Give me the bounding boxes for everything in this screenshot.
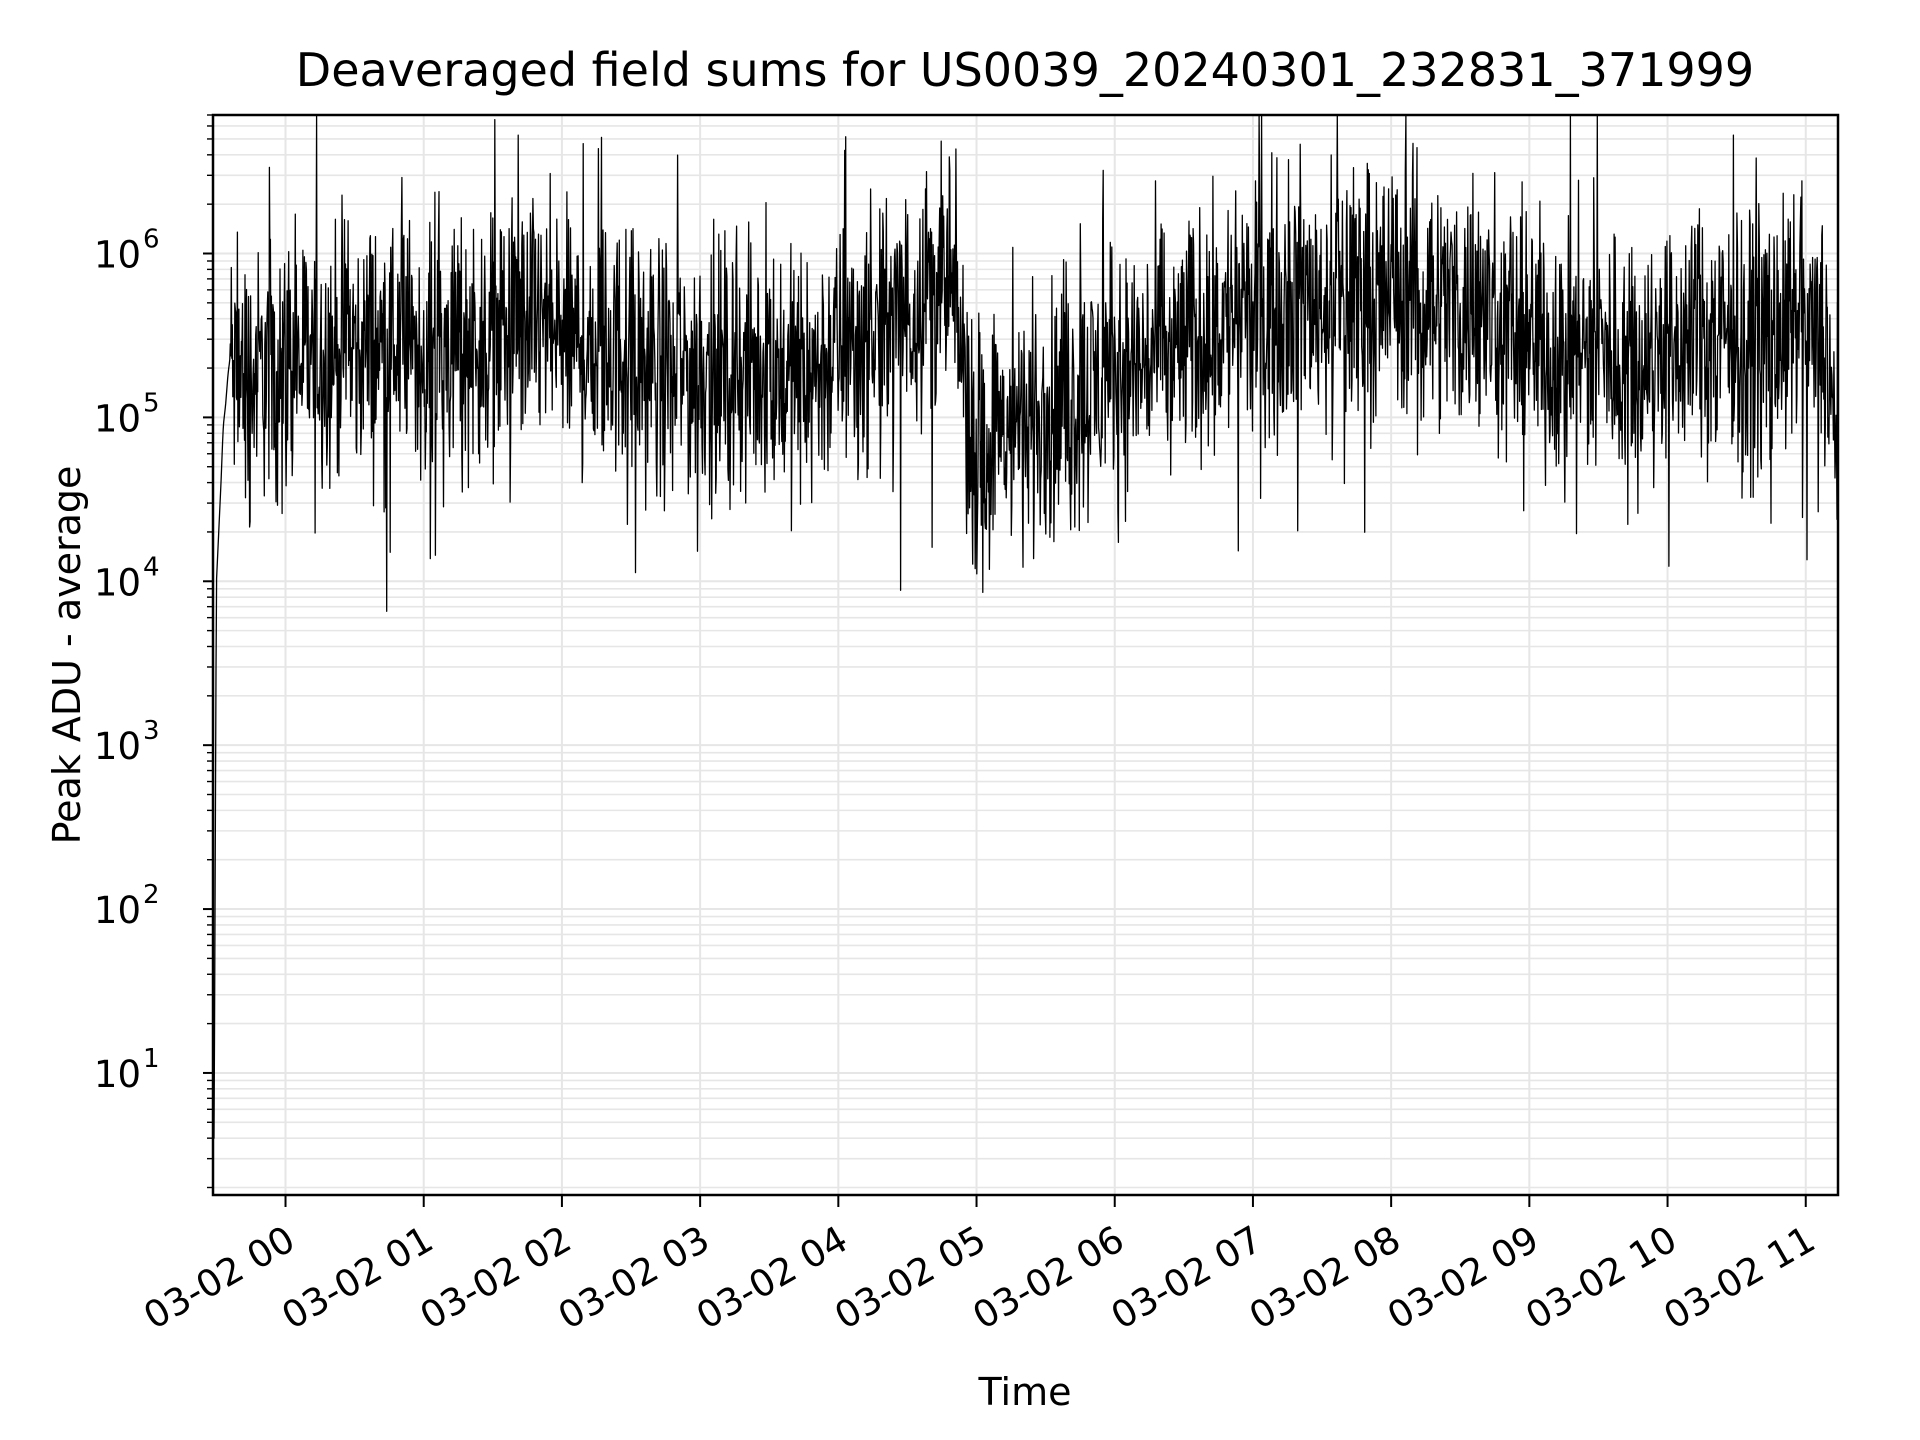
y-tick-label-base: 10 <box>94 234 141 277</box>
x-axis-label: Time <box>978 1370 1072 1414</box>
series-line <box>212 114 1839 1139</box>
grid <box>213 114 1838 1195</box>
y-tick-label: 10 2 <box>94 880 160 932</box>
y-tick-label-exponent: 1 <box>143 1044 160 1074</box>
y-tick-label-base: 10 <box>94 889 141 932</box>
y-tick-label-exponent: 4 <box>143 552 160 582</box>
data-series <box>212 114 1839 1139</box>
y-tick-label: 10 4 <box>94 552 160 604</box>
y-tick-label-exponent: 5 <box>143 388 160 418</box>
axes-frame <box>211 113 1840 1197</box>
y-tick-label-base: 10 <box>94 725 141 768</box>
y-tick-label-base: 10 <box>94 397 141 440</box>
y-tick-label-exponent: 3 <box>143 716 160 746</box>
y-tick-label: 10 3 <box>94 716 160 768</box>
y-tick-label-base: 10 <box>94 1053 141 1096</box>
chart-title: Deaveraged field sums for US0039_2024030… <box>296 43 1754 97</box>
y-tick-label-exponent: 2 <box>143 880 160 910</box>
y-tick-label: 10 5 <box>94 388 160 440</box>
y-tick-label: 10 6 <box>94 225 160 277</box>
y-axis-label: Peak ADU - average <box>45 466 89 845</box>
y-tick-label-base: 10 <box>94 561 141 604</box>
y-tick-label-exponent: 6 <box>143 225 160 255</box>
y-tick-label: 10 1 <box>94 1044 160 1096</box>
